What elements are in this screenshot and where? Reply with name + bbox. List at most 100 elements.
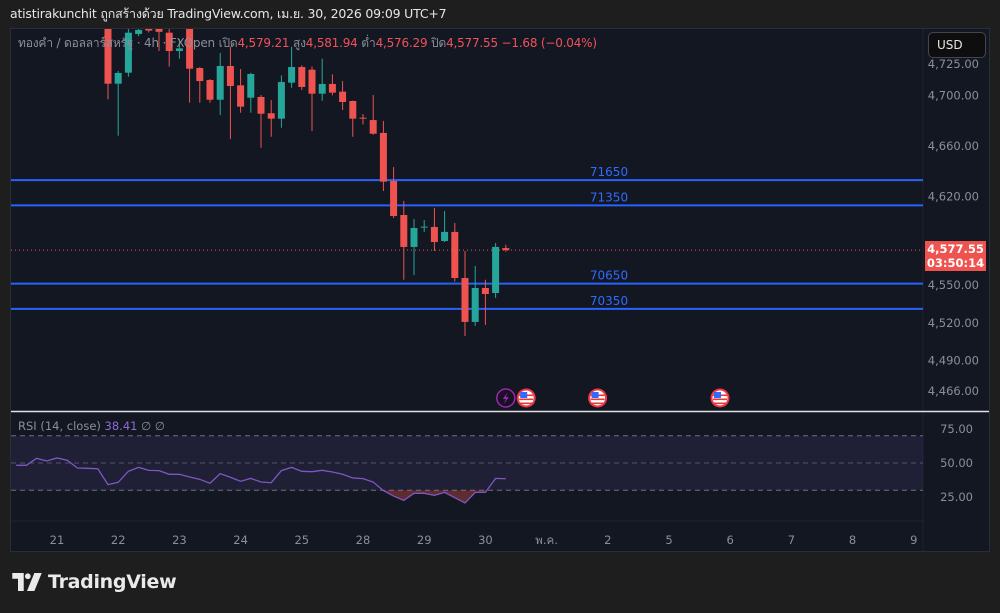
snapshot-title: atistirakunchit ถูกสร้างด้วย TradingView…: [10, 6, 447, 21]
candle-body: [247, 73, 255, 98]
candle-body: [145, 29, 153, 31]
candle-body: [420, 226, 428, 228]
candle: [359, 113, 367, 125]
candle: [257, 95, 265, 148]
candle-body: [481, 287, 489, 295]
candle: [247, 72, 255, 113]
horizontal-level-label: 70350: [590, 294, 628, 308]
candle: [400, 200, 408, 280]
open-value: 4,579.21: [237, 36, 290, 50]
open-label: เปิด: [218, 36, 238, 50]
candle-body: [237, 85, 245, 107]
us-flag-stripe: [519, 398, 534, 401]
candle-body: [359, 117, 367, 119]
time-axis-label: 7: [788, 533, 795, 547]
us-flag-canton: [714, 392, 721, 398]
candle: [155, 29, 163, 51]
low-value: 4,576.29: [375, 36, 428, 50]
candle-body: [124, 32, 132, 73]
candle-body: [186, 29, 194, 69]
time-axis-label: 8: [849, 533, 856, 547]
candle-body: [471, 287, 479, 322]
candle: [104, 29, 112, 100]
candle: [492, 243, 500, 298]
time-axis-label: 25: [294, 533, 309, 547]
candle-body: [451, 231, 459, 278]
candle: [481, 279, 489, 325]
candle-body: [206, 80, 214, 100]
candle: [165, 29, 173, 67]
candle-body: [461, 277, 469, 322]
price-axis: [923, 29, 989, 551]
bar-countdown: 03:50:14: [926, 256, 985, 270]
candle-body: [369, 120, 377, 134]
high-label: สูง: [292, 36, 306, 50]
change-value: −1.68 (−0.04%): [501, 36, 598, 50]
candle: [114, 70, 122, 136]
time-axis-label: 23: [172, 533, 187, 547]
candle-body: [400, 214, 408, 247]
candle-body: [390, 181, 398, 217]
us-flag-stripe: [713, 402, 727, 405]
candle-body: [318, 83, 326, 94]
candle-body: [492, 246, 500, 294]
us-flag-icon: [516, 388, 536, 408]
us-flag-icon: [588, 388, 608, 408]
rsi-label: RSI (14, close): [18, 419, 101, 433]
rsi-axis-tick: 25.00: [940, 490, 973, 504]
high-value: 4,581.94: [305, 36, 358, 50]
logo-text: TradingView: [48, 571, 177, 593]
price-axis-tick: 4,490.00: [928, 354, 979, 368]
price-axis-tick: 4,466.00: [928, 384, 979, 398]
time-axis-label: 30: [478, 533, 493, 547]
candle-body: [135, 29, 143, 34]
candle-body: [298, 67, 306, 87]
horizontal-level-label: 71650: [590, 165, 628, 179]
candle: [145, 29, 153, 33]
time-axis-label: 6: [727, 533, 734, 547]
candle-body: [155, 29, 163, 32]
candle-body: [288, 67, 296, 83]
candle-body: [165, 32, 173, 51]
candle: [410, 219, 418, 275]
time-axis-label: 21: [50, 533, 65, 547]
candle: [267, 99, 275, 137]
candle: [441, 210, 449, 243]
us-flag-canton: [591, 392, 599, 398]
candle-body: [349, 100, 357, 119]
chart-canvas[interactable]: 71650 71350 70650 70350 4,725.00 4,700.00 4,66…: [11, 29, 990, 552]
time-axis-label: 22: [111, 533, 126, 547]
us-flag-stripe: [519, 402, 534, 405]
candle-body: [328, 83, 336, 93]
time-axis-label: 28: [356, 533, 371, 547]
us-flag-stripe: [590, 402, 605, 405]
candle: [226, 46, 234, 139]
rsi-axis-tick: 75.00: [940, 422, 973, 436]
rsi-oversold-fill: [16, 490, 506, 503]
last-price-tag: 4,577.55 03:50:14: [925, 241, 986, 271]
candle: [298, 65, 306, 91]
tradingview-logo[interactable]: TradingView: [12, 571, 177, 593]
candle: [502, 244, 510, 252]
candle-body: [277, 82, 285, 119]
candle: [339, 81, 347, 110]
time-axis-label: พ.ค.: [535, 533, 558, 547]
candle: [124, 29, 132, 77]
lightning-icon: [496, 388, 516, 408]
chart-panel[interactable]: 71650 71350 70650 70350 4,725.00 4,700.00 4,66…: [10, 28, 990, 552]
tradingview-logo-icon: [12, 573, 42, 591]
time-axis-label: 29: [417, 533, 432, 547]
candle: [471, 266, 479, 326]
last-price-value: 4,577.55: [927, 242, 984, 256]
currency-button[interactable]: USD: [928, 32, 986, 58]
candle-body: [308, 69, 316, 94]
candle-body: [502, 248, 510, 251]
rsi-value: 38.41: [104, 419, 138, 433]
candle-body: [257, 96, 265, 114]
candle-body: [196, 68, 204, 82]
price-axis-tick: 4,660.00: [928, 139, 979, 153]
horizontal-level-label: 70650: [590, 269, 628, 283]
close-label: ปิด: [431, 36, 447, 50]
time-axis-label: 5: [665, 533, 672, 547]
rsi-extra: ∅ ∅: [141, 419, 165, 433]
